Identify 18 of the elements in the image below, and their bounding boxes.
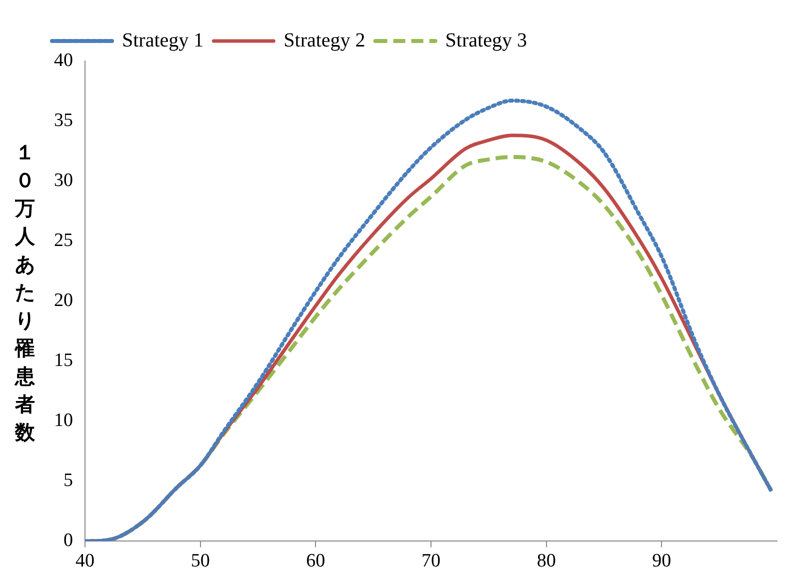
y-tick-label: 20 xyxy=(54,290,73,311)
y-tick-label: 35 xyxy=(54,110,73,131)
x-tick-label: 60 xyxy=(306,550,326,572)
legend-label: Strategy 1 xyxy=(122,28,204,51)
text: １０万人あたり罹患者数 xyxy=(15,142,35,444)
y-tick-label: 5 xyxy=(64,470,73,491)
x-tick-label: 80 xyxy=(536,550,556,572)
x-tick-label: 70 xyxy=(422,550,440,572)
x-tick-label: 50 xyxy=(190,550,210,572)
y-tick-label: 25 xyxy=(54,230,73,251)
y-tick-label: 0 xyxy=(64,530,73,551)
y-tick-label: 30 xyxy=(54,170,73,191)
y-tick-label: 15 xyxy=(54,350,73,371)
legend-label: Strategy 2 xyxy=(284,28,366,51)
y-tick-label: 40 xyxy=(54,49,73,70)
legend-label: Strategy 3 xyxy=(445,28,527,51)
y-tick-label: 10 xyxy=(54,410,73,431)
x-tick-label: 90 xyxy=(652,550,672,572)
